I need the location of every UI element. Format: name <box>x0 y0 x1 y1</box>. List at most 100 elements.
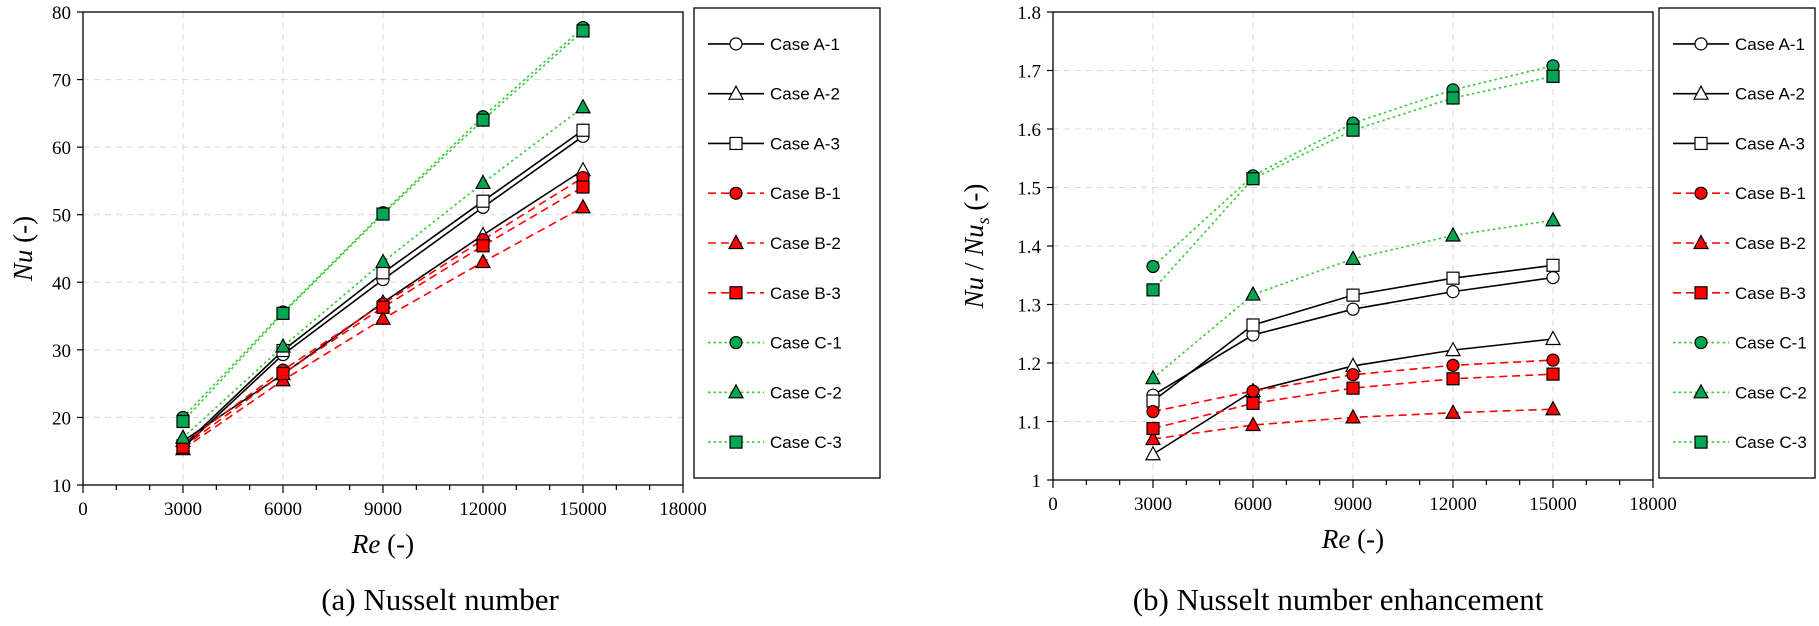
x-axis-label: Re (-) <box>1321 524 1384 554</box>
legend-label: Case B-3 <box>770 284 841 303</box>
data-point <box>474 253 492 269</box>
y-tick-label: 50 <box>52 206 71 227</box>
y-tick-label: 1.5 <box>1017 179 1041 200</box>
legend-label: Case A-3 <box>1735 134 1805 153</box>
x-tick-label: 6000 <box>1234 494 1272 515</box>
x-tick-label: 12000 <box>459 499 507 520</box>
data-point <box>174 428 192 444</box>
x-tick-label: 12000 <box>1429 494 1477 515</box>
legend-item: Case B-1 <box>708 184 841 203</box>
y-tick-label: 20 <box>52 408 71 429</box>
data-point <box>374 310 392 325</box>
legend-label: Case C-1 <box>1735 334 1807 353</box>
legend-label: Case B-1 <box>1735 184 1806 203</box>
axis-label-unit: (-) <box>1350 524 1384 554</box>
legend-label: Case C-2 <box>1735 383 1807 402</box>
data-point <box>1344 250 1362 265</box>
axis-label-unit: (-) <box>959 184 989 218</box>
legend-marker <box>1694 435 1708 449</box>
data-point <box>374 253 392 269</box>
y-tick-label: 80 <box>52 3 71 24</box>
data-point <box>1146 283 1160 297</box>
legend-marker <box>729 435 743 449</box>
series-case-c-2 <box>1144 211 1562 385</box>
axis-label-unit: (-) <box>8 216 38 250</box>
series-case-c-3 <box>176 24 590 429</box>
data-point <box>576 180 590 194</box>
data-point <box>1446 285 1460 299</box>
series-case-b-3 <box>176 180 590 454</box>
data-point <box>1444 226 1462 242</box>
legend-item: Case C-1 <box>1673 334 1807 353</box>
data-point <box>276 306 290 320</box>
y-tick-label: 1 <box>1032 471 1042 492</box>
data-point <box>1346 381 1360 395</box>
legend-marker <box>729 37 743 51</box>
legend-label: Case B-2 <box>1735 234 1806 253</box>
x-tick-label: 9000 <box>364 499 402 520</box>
legend-label: Case A-2 <box>1735 85 1805 104</box>
legend-item: Case B-2 <box>1673 234 1806 253</box>
data-point <box>1444 403 1462 419</box>
data-point <box>1244 285 1262 301</box>
legend-item: Case C-3 <box>708 433 842 452</box>
series-line <box>1152 359 1554 413</box>
axis-label-unit: (-) <box>380 529 414 559</box>
chart-panel-b: 0 3000 6000 9000 12000 15000 18000 1 1.1 1.2 1.3 1.… <box>959 3 1816 617</box>
data-point <box>1546 69 1560 83</box>
data-point <box>1144 445 1162 461</box>
data-point <box>1546 353 1560 367</box>
data-point <box>1544 211 1562 227</box>
data-point <box>1346 288 1360 302</box>
data-point <box>1146 404 1160 419</box>
legend-marker <box>729 136 743 151</box>
x-tick-label: 15000 <box>1529 494 1577 515</box>
caption: (a) Nusselt number <box>321 582 559 617</box>
legend-label: Case A-1 <box>770 35 840 54</box>
series-line <box>1152 373 1554 430</box>
series-case-c-2 <box>174 98 592 444</box>
y-tick-label: 30 <box>52 341 71 362</box>
legend-marker <box>1694 335 1708 350</box>
x-axis: 0 3000 6000 9000 12000 15000 18000 <box>78 485 707 520</box>
legend-item: Case B-3 <box>708 284 841 303</box>
data-point <box>1346 123 1360 137</box>
legend-label: Case B-1 <box>770 184 841 203</box>
y-tick-label: 70 <box>52 71 71 92</box>
axis-label-var: Nu <box>8 250 38 283</box>
legend-marker <box>727 383 745 399</box>
legend-marker <box>729 335 743 350</box>
data-point <box>1446 91 1460 105</box>
data-point <box>1444 341 1462 357</box>
data-point <box>274 337 292 353</box>
legend-item: Case A-1 <box>708 35 840 54</box>
series-case-b-1 <box>1146 353 1560 419</box>
data-point <box>1146 259 1160 274</box>
legend-item: Case A-3 <box>1673 134 1805 153</box>
y-tick-label: 1.7 <box>1017 62 1041 83</box>
data-point <box>574 198 592 214</box>
data-point <box>1246 396 1260 410</box>
legend-label: Case A-1 <box>1735 35 1805 54</box>
y-tick-label: 1.2 <box>1017 354 1041 375</box>
legend-item: Case A-2 <box>1673 85 1805 104</box>
legend-marker <box>1694 37 1708 51</box>
legend-label: Case A-3 <box>770 134 840 153</box>
legend-marker <box>1692 383 1710 399</box>
legend-item: Case A-2 <box>708 85 840 104</box>
data-point <box>476 194 490 208</box>
y-tick-label: 1.1 <box>1017 413 1041 434</box>
x-tick-label: 15000 <box>559 499 607 520</box>
axis-label-var: Re <box>351 529 380 559</box>
gridlines <box>83 12 684 485</box>
series-group <box>1144 59 1562 461</box>
y-tick-label: 1.4 <box>1017 237 1041 258</box>
data-point <box>1146 421 1160 436</box>
chart-panel-a: 0 3000 6000 9000 12000 15000 18000 10 20 30 40 50 60… <box>8 3 881 617</box>
legend-item: Case B-2 <box>708 234 841 253</box>
legend-box <box>1658 7 1816 479</box>
series-line <box>182 186 584 448</box>
legend-item: Case B-1 <box>1673 184 1806 203</box>
series-case-b-3 <box>1146 367 1560 436</box>
